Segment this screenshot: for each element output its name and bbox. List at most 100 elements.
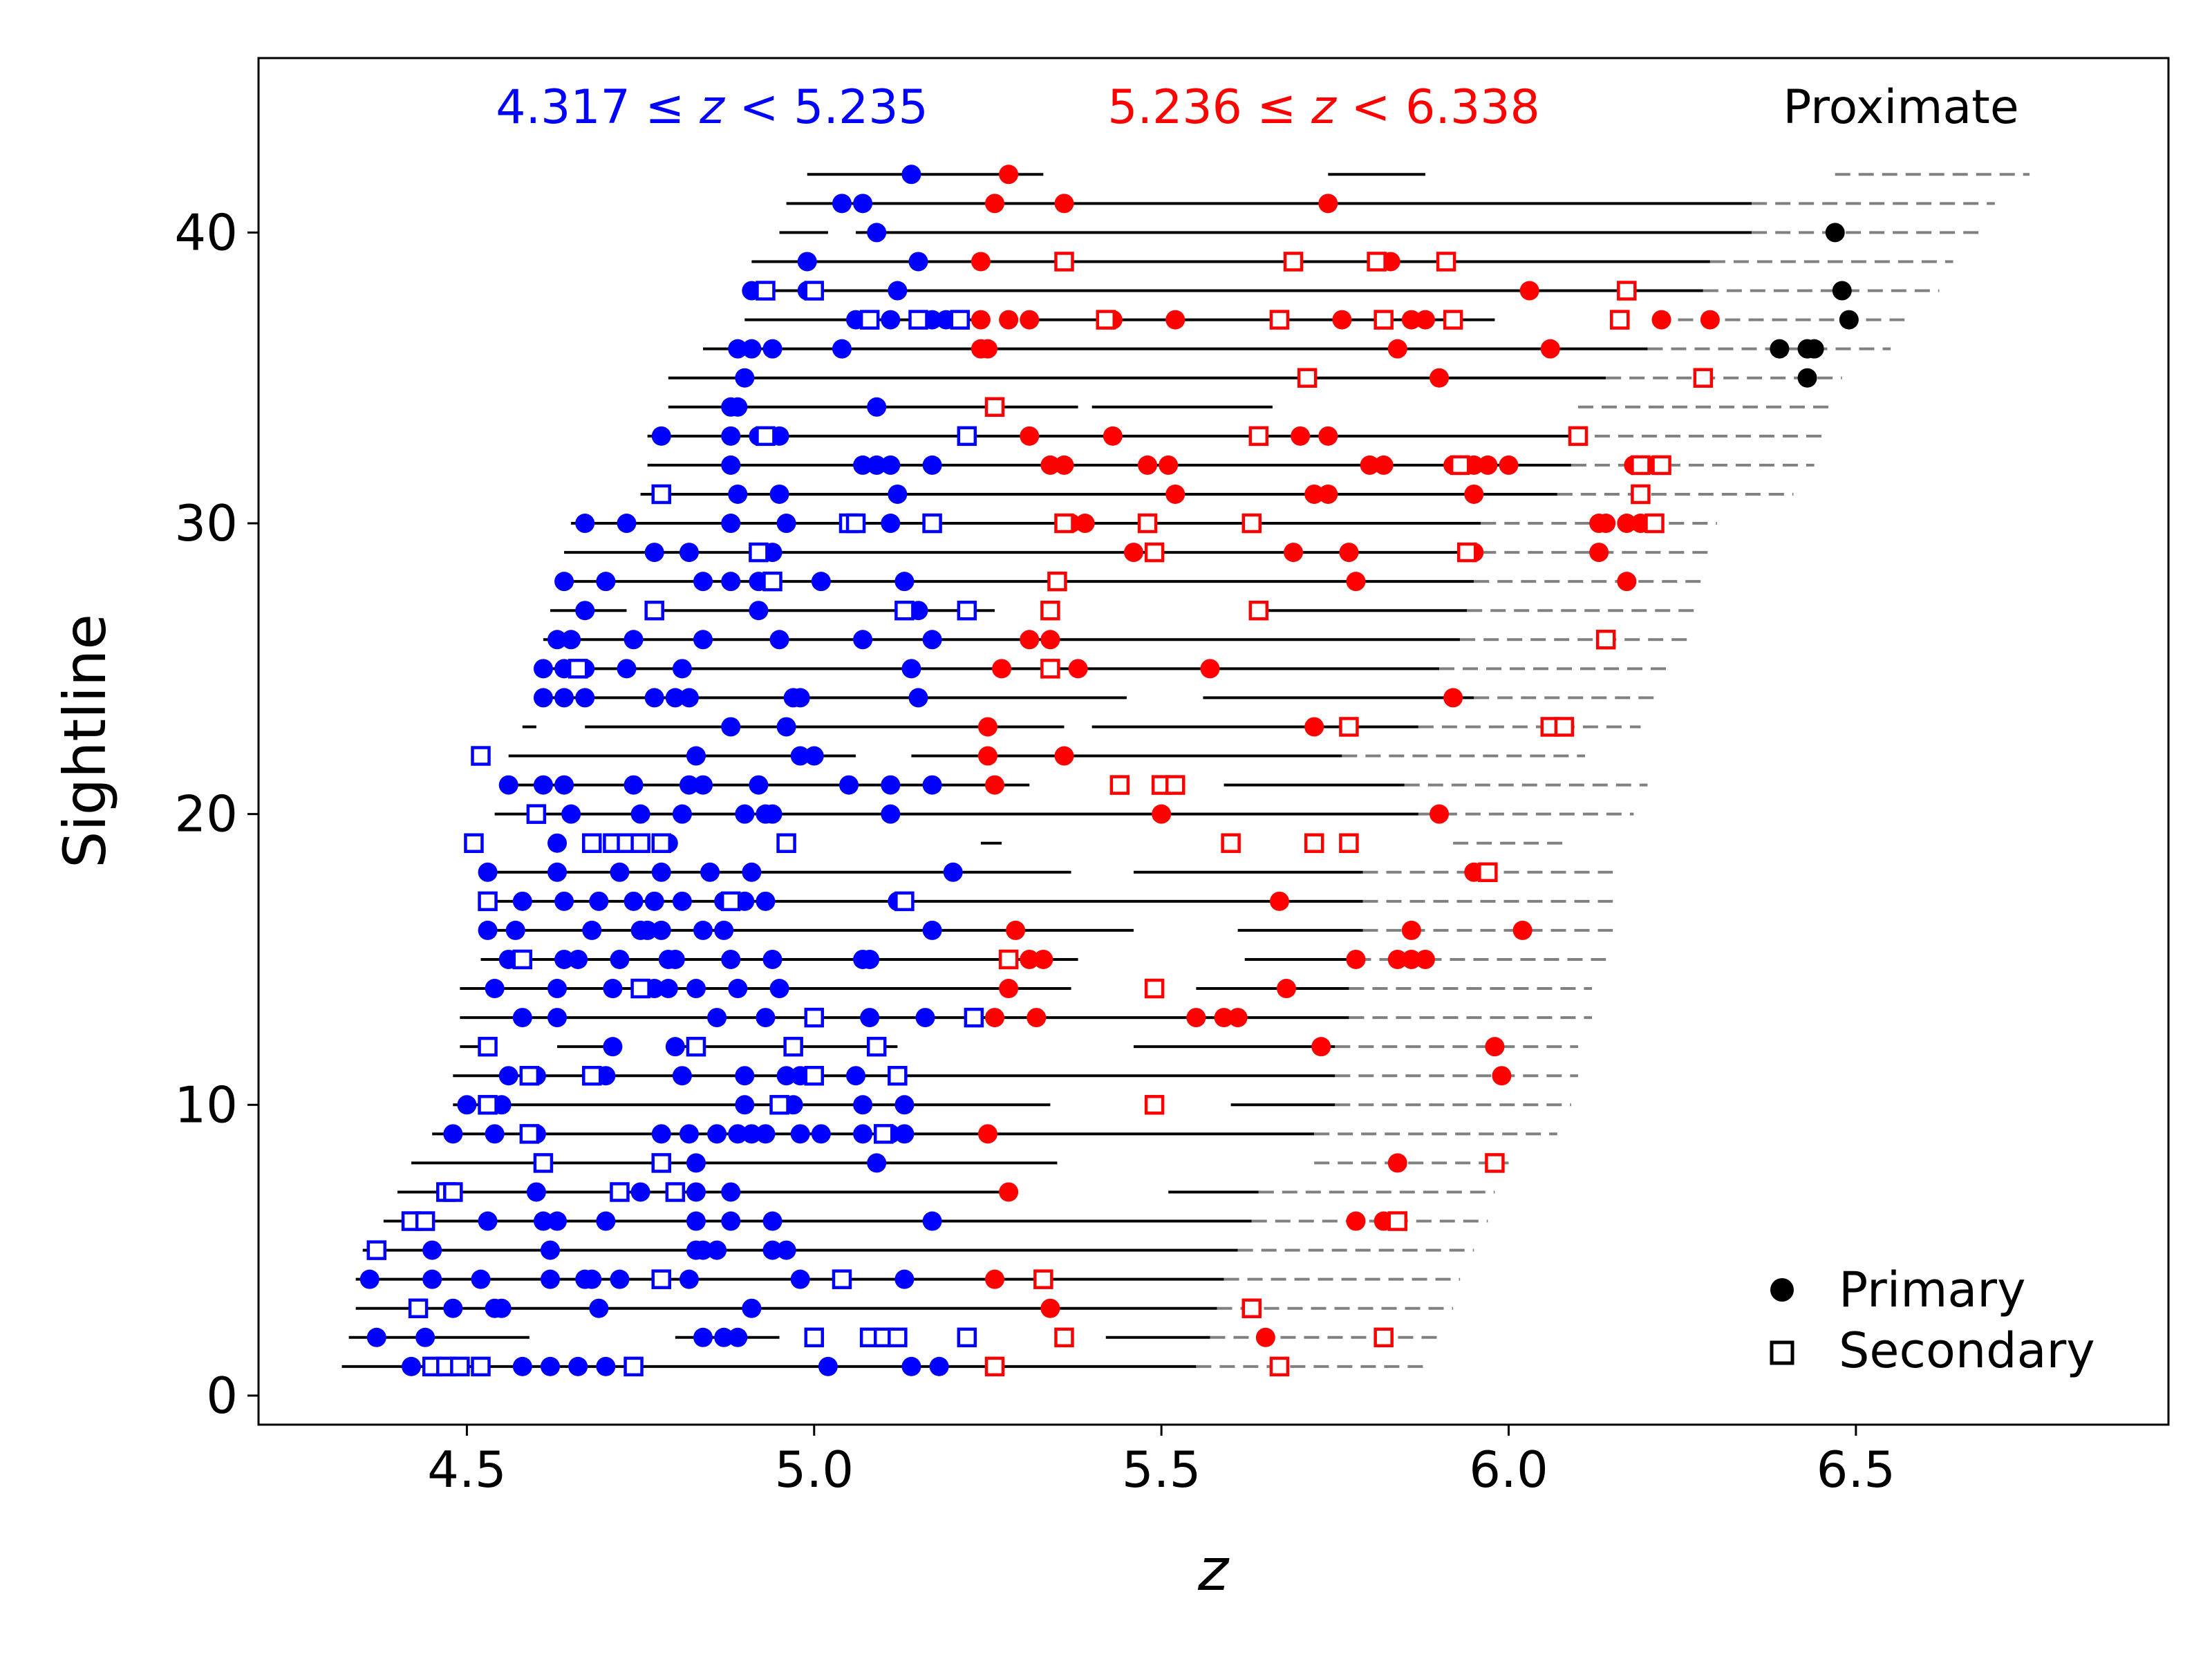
primary-point bbox=[693, 1240, 713, 1260]
sightline-12 bbox=[460, 1036, 1578, 1057]
primary-point bbox=[665, 1037, 685, 1057]
secondary-point bbox=[908, 310, 928, 330]
sightline-1 bbox=[341, 1356, 1425, 1377]
primary-point bbox=[637, 920, 657, 940]
primary-point bbox=[894, 1095, 915, 1115]
primary-point bbox=[457, 1095, 477, 1115]
primary-point bbox=[1186, 1008, 1206, 1028]
primary-point bbox=[1415, 949, 1435, 969]
sightline-10 bbox=[453, 1095, 1571, 1115]
primary-point bbox=[908, 688, 928, 708]
primary-point bbox=[596, 1356, 616, 1376]
primary-point bbox=[651, 1124, 671, 1144]
primary-point bbox=[512, 1356, 532, 1376]
plot-frame bbox=[257, 57, 2170, 1426]
primary-point bbox=[1054, 746, 1074, 766]
high-bin-relation: ≤ bbox=[1242, 80, 1311, 135]
primary-point bbox=[651, 426, 671, 446]
sightline-39 bbox=[751, 252, 1953, 272]
sightline-27 bbox=[550, 600, 1696, 621]
primary-point bbox=[971, 252, 991, 272]
primary-point bbox=[1430, 368, 1450, 388]
y-tick-label: 30 bbox=[174, 494, 238, 552]
sightline-8 bbox=[411, 1153, 1509, 1173]
secondary-point bbox=[756, 281, 776, 301]
sightline-9 bbox=[432, 1124, 1557, 1144]
secondary-point bbox=[1610, 310, 1630, 330]
secondary-point bbox=[1040, 659, 1060, 679]
primary-point bbox=[366, 1327, 386, 1347]
primary-point bbox=[881, 804, 901, 824]
x-tick-label: 6.5 bbox=[1817, 1441, 1896, 1499]
secondary-point bbox=[1144, 978, 1165, 999]
secondary-point bbox=[1144, 1095, 1165, 1115]
primary-point bbox=[790, 1124, 810, 1144]
primary-point bbox=[1068, 659, 1088, 679]
primary-point bbox=[832, 194, 852, 214]
primary-point bbox=[422, 1269, 442, 1289]
primary-point bbox=[686, 1211, 706, 1231]
primary-point bbox=[1020, 426, 1040, 446]
x-tick-label: 6.0 bbox=[1469, 1441, 1548, 1499]
primary-point bbox=[721, 1182, 741, 1202]
secondary-point bbox=[1040, 600, 1060, 621]
primary-point bbox=[1464, 484, 1484, 504]
low-bin-hi: 5.235 bbox=[794, 80, 928, 135]
primary-point bbox=[769, 484, 789, 504]
primary-point bbox=[790, 688, 810, 708]
primary-point bbox=[1165, 310, 1185, 330]
primary-point bbox=[1374, 455, 1394, 475]
primary-point bbox=[735, 1095, 755, 1115]
primary-point bbox=[665, 949, 685, 969]
x-axis-label: z bbox=[1197, 1536, 1230, 1604]
secondary-point bbox=[1478, 862, 1498, 883]
sightline-4 bbox=[355, 1269, 1461, 1289]
secondary-point bbox=[762, 571, 782, 592]
sightline-20 bbox=[494, 804, 1634, 824]
primary-point bbox=[853, 630, 873, 650]
secondary-point bbox=[1554, 717, 1575, 737]
plot-layer bbox=[341, 165, 2030, 1377]
secondary-point bbox=[1339, 717, 1359, 737]
primary-point bbox=[1020, 630, 1040, 650]
secondary-point bbox=[686, 1036, 706, 1057]
primary-point bbox=[478, 1211, 498, 1231]
primary-point bbox=[985, 1008, 1005, 1028]
primary-point bbox=[596, 1211, 616, 1231]
primary-point bbox=[762, 1211, 782, 1231]
sightline-36 bbox=[703, 339, 1891, 359]
sightline-41 bbox=[786, 194, 1995, 214]
primary-point bbox=[853, 194, 873, 214]
legend-secondary-label: Secondary bbox=[1839, 1322, 2095, 1379]
primary-point bbox=[1276, 979, 1296, 999]
primary-point bbox=[1318, 194, 1338, 214]
primary-point bbox=[735, 804, 755, 824]
secondary-point bbox=[1304, 833, 1324, 853]
primary-point bbox=[1159, 455, 1179, 475]
sightline-11 bbox=[453, 1065, 1578, 1086]
primary-point bbox=[665, 688, 685, 708]
secondary-point bbox=[1436, 252, 1456, 272]
low-bin-lo: 4.317 bbox=[496, 80, 630, 135]
primary-point bbox=[603, 979, 623, 999]
primary-point bbox=[776, 717, 796, 737]
primary-point bbox=[707, 1240, 727, 1260]
primary-point bbox=[1075, 514, 1095, 534]
secondary-point bbox=[1144, 542, 1165, 563]
primary-point bbox=[624, 775, 644, 795]
primary-point bbox=[707, 1124, 727, 1144]
secondary-point bbox=[1568, 426, 1588, 447]
sightline-2 bbox=[348, 1327, 1440, 1348]
primary-point bbox=[644, 688, 664, 708]
secondary-point bbox=[1693, 368, 1714, 388]
primary-point bbox=[728, 484, 748, 504]
primary-point bbox=[1214, 1008, 1234, 1028]
sightline-31 bbox=[640, 484, 1794, 505]
secondary-point bbox=[957, 1327, 977, 1348]
secondary-point bbox=[950, 310, 971, 330]
sightline-38 bbox=[742, 281, 1940, 301]
primary-point bbox=[547, 630, 568, 650]
primary-point bbox=[1165, 484, 1185, 504]
secondary-point bbox=[533, 1153, 554, 1173]
primary-point bbox=[443, 1124, 463, 1144]
